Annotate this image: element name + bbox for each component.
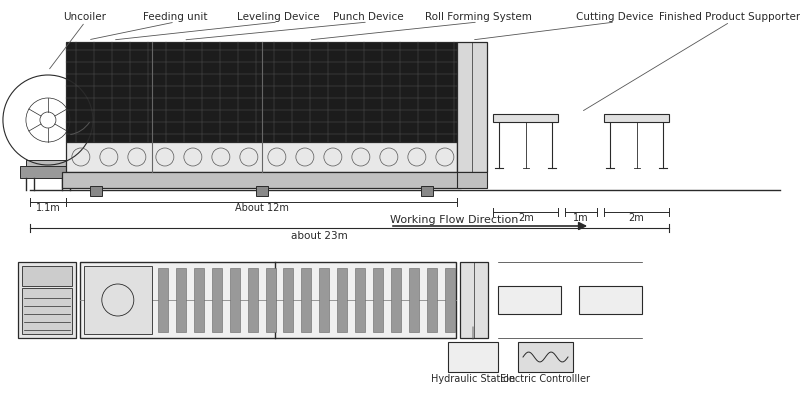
Bar — [18, 262, 76, 338]
Bar — [579, 286, 642, 314]
Text: about 23m: about 23m — [291, 231, 348, 241]
Bar — [158, 268, 168, 332]
Text: Roll Forming System: Roll Forming System — [425, 12, 531, 22]
Bar — [409, 268, 419, 332]
Bar — [421, 186, 433, 196]
Bar — [355, 268, 365, 332]
Bar — [283, 268, 293, 332]
Text: Finished Product Supporter: Finished Product Supporter — [659, 12, 800, 22]
Text: Working Flow Direction: Working Flow Direction — [390, 215, 518, 225]
Bar — [337, 268, 347, 332]
Bar — [255, 186, 267, 196]
Bar — [373, 268, 383, 332]
Text: 2m: 2m — [518, 213, 534, 223]
Bar — [448, 342, 498, 372]
Text: 2m: 2m — [629, 213, 644, 223]
Text: Hydraulic Station: Hydraulic Station — [431, 374, 515, 384]
Text: Feeding unit: Feeding unit — [142, 12, 207, 22]
Bar — [498, 286, 561, 314]
Bar — [493, 114, 558, 122]
Text: Electric Controlller: Electric Controlller — [501, 374, 590, 384]
Bar — [457, 42, 486, 172]
Bar — [266, 268, 276, 332]
Text: Cutting Device: Cutting Device — [576, 12, 654, 22]
Bar — [301, 268, 311, 332]
Text: Leveling Device: Leveling Device — [237, 12, 319, 22]
Text: About 12m: About 12m — [234, 203, 289, 213]
Bar — [84, 266, 152, 334]
Bar — [319, 268, 329, 332]
Bar — [230, 268, 240, 332]
Bar — [604, 114, 669, 122]
Bar — [176, 268, 186, 332]
Text: 1.1m: 1.1m — [35, 203, 60, 213]
Bar — [22, 266, 72, 286]
Bar — [66, 42, 457, 142]
Bar — [391, 268, 401, 332]
Bar — [90, 186, 102, 196]
Bar — [427, 268, 437, 332]
Bar — [20, 166, 76, 178]
Text: 1m: 1m — [574, 213, 589, 223]
Bar — [460, 262, 488, 338]
Bar — [445, 268, 455, 332]
Bar — [457, 172, 486, 188]
Bar — [212, 268, 222, 332]
Bar — [248, 268, 258, 332]
Bar — [80, 262, 456, 338]
Bar — [26, 160, 70, 168]
Bar — [22, 288, 72, 334]
Bar — [518, 342, 573, 372]
Bar — [66, 142, 457, 172]
Text: Punch Device: Punch Device — [333, 12, 403, 22]
Bar — [62, 172, 461, 188]
Text: Uncoiler: Uncoiler — [63, 12, 106, 22]
Bar — [194, 268, 204, 332]
